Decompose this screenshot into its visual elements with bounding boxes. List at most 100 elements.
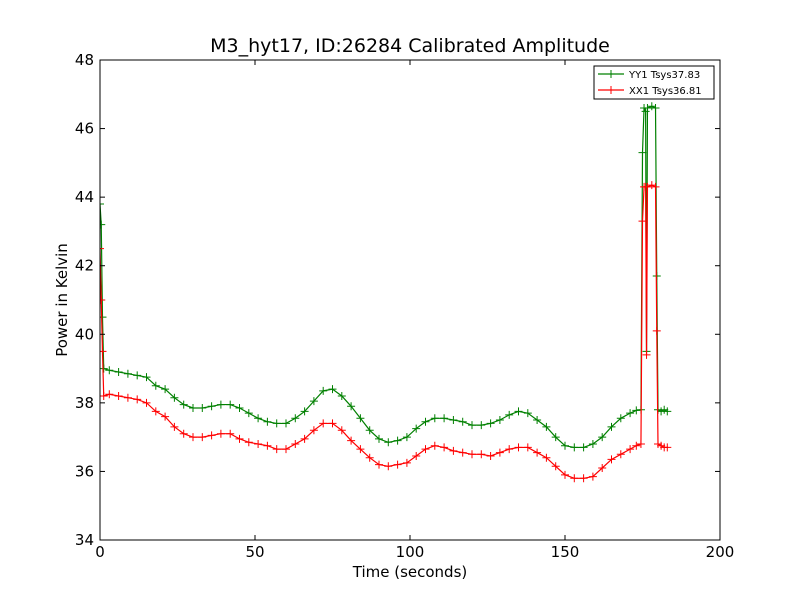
- data-point-marker: [542, 453, 551, 462]
- data-point-marker: [643, 104, 652, 112]
- data-point-marker: [561, 441, 569, 450]
- legend-marker: [607, 86, 615, 94]
- data-point-marker: [421, 445, 430, 454]
- data-point-marker: [495, 448, 504, 457]
- data-point-marker: [263, 441, 272, 450]
- data-point-marker: [142, 373, 151, 382]
- data-point-marker: [114, 392, 123, 400]
- data-point-marker: [133, 395, 142, 404]
- data-point-marker: [458, 448, 467, 457]
- data-point-marker: [244, 438, 253, 447]
- x-tick-label: 150: [551, 543, 580, 561]
- data-point-marker: [651, 104, 660, 112]
- data-point-marker: [337, 426, 346, 435]
- data-point-marker: [642, 350, 651, 359]
- data-point-marker: [347, 436, 356, 445]
- data-point-marker: [477, 421, 486, 430]
- data-point-marker: [421, 417, 430, 426]
- data-point-marker: [638, 148, 647, 157]
- data-point-marker: [430, 441, 439, 450]
- data-point-marker: [651, 182, 660, 191]
- y-tick-label: 36: [75, 462, 94, 480]
- data-point-marker: [533, 416, 542, 424]
- data-point-marker: [272, 445, 281, 454]
- data-point-marker: [100, 347, 107, 356]
- data-point-marker: [598, 464, 607, 472]
- x-tick-label: 0: [95, 543, 105, 561]
- data-point-marker: [551, 433, 560, 442]
- data-point-marker: [142, 398, 151, 407]
- data-point-marker: [309, 426, 318, 435]
- data-point-marker: [449, 416, 458, 424]
- data-point-marker: [100, 220, 106, 229]
- data-point-marker: [579, 474, 588, 483]
- data-point-marker: [533, 448, 542, 457]
- data-point-marker: [632, 406, 641, 415]
- y-axis-label: Power in Kelvin: [53, 243, 71, 357]
- data-point-marker: [272, 419, 281, 428]
- chart-title: M3_hyt17, ID:26284 Calibrated Amplitude: [210, 35, 610, 57]
- data-point-marker: [235, 434, 244, 443]
- data-point-marker: [523, 443, 532, 452]
- data-point-marker: [579, 443, 588, 452]
- data-point-marker: [282, 419, 290, 428]
- data-point-marker: [226, 429, 235, 438]
- data-point-marker: [226, 400, 235, 409]
- data-point-marker: [663, 443, 672, 452]
- data-point-marker: [207, 431, 216, 440]
- data-point-marker: [207, 402, 216, 411]
- y-tick-label: 44: [75, 188, 94, 206]
- data-point-marker: [468, 421, 476, 430]
- data-point-marker: [254, 440, 263, 448]
- series-yy1: [100, 102, 672, 452]
- data-point-marker: [151, 381, 160, 390]
- data-point-marker: [319, 419, 328, 428]
- x-tick-label: 100: [396, 543, 425, 561]
- data-point-marker: [263, 417, 272, 426]
- data-point-marker: [458, 417, 467, 426]
- data-point-marker: [100, 244, 104, 253]
- plot-area: [100, 60, 720, 540]
- data-point-marker: [652, 326, 661, 335]
- data-point-marker: [151, 407, 160, 416]
- data-point-marker: [328, 419, 337, 428]
- data-point-marker: [495, 416, 504, 424]
- data-point-marker: [598, 433, 607, 442]
- data-point-marker: [100, 364, 108, 373]
- data-point-marker: [505, 445, 514, 454]
- data-point-marker: [328, 385, 337, 394]
- data-point-marker: [179, 400, 188, 409]
- data-point-marker: [468, 450, 476, 459]
- legend-label: XX1 Tsys36.81: [629, 86, 702, 97]
- data-point-marker: [347, 402, 356, 411]
- data-point-marker: [375, 434, 383, 443]
- x-tick-label: 50: [245, 543, 264, 561]
- data-point-marker: [161, 385, 170, 394]
- data-point-marker: [626, 409, 635, 418]
- x-axis-label: Time (seconds): [352, 563, 468, 581]
- data-point-marker: [486, 419, 495, 428]
- data-point-marker: [607, 455, 616, 464]
- data-point-marker: [384, 462, 393, 471]
- data-point-marker: [365, 426, 374, 435]
- data-point-marker: [638, 217, 647, 226]
- data-point-marker: [100, 313, 107, 322]
- data-point-marker: [100, 200, 104, 208]
- data-point-marker: [551, 462, 560, 471]
- data-point-marker: [365, 453, 374, 462]
- data-point-marker: [189, 433, 197, 442]
- data-point-marker: [356, 445, 365, 454]
- data-point-marker: [449, 446, 458, 455]
- data-point-marker: [105, 390, 114, 399]
- data-point-marker: [300, 407, 309, 416]
- data-point-marker: [235, 404, 244, 412]
- data-point-marker: [393, 436, 402, 445]
- y-tick-label: 40: [75, 325, 94, 343]
- data-point-marker: [291, 440, 300, 448]
- data-point-marker: [542, 422, 551, 431]
- data-point-marker: [523, 409, 532, 418]
- data-point-marker: [198, 404, 207, 412]
- y-tick-label: 42: [75, 257, 94, 275]
- legend-box: [593, 65, 715, 100]
- data-point-marker: [123, 369, 132, 378]
